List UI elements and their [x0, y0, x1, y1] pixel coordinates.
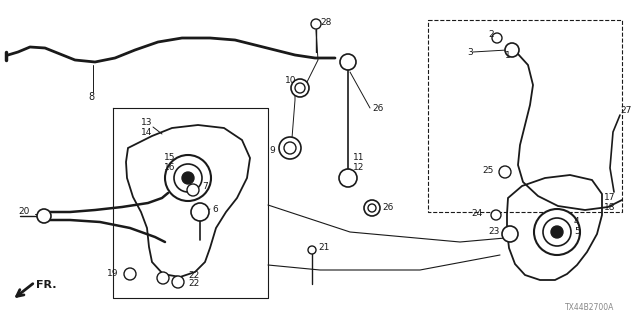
Circle shape	[534, 209, 580, 255]
Circle shape	[291, 79, 309, 97]
Text: 2: 2	[488, 29, 493, 38]
Circle shape	[368, 204, 376, 212]
Text: TX44B2700A: TX44B2700A	[565, 303, 614, 312]
Circle shape	[279, 137, 301, 159]
Text: 13: 13	[141, 117, 152, 126]
Text: 24: 24	[472, 210, 483, 219]
Circle shape	[551, 226, 563, 238]
Circle shape	[174, 164, 202, 192]
Circle shape	[340, 54, 356, 70]
Text: 10: 10	[285, 76, 296, 84]
Circle shape	[543, 218, 571, 246]
Text: 12: 12	[353, 163, 364, 172]
Circle shape	[339, 169, 357, 187]
Text: 19: 19	[106, 269, 118, 278]
Text: 1: 1	[505, 51, 511, 60]
Text: 4: 4	[574, 218, 580, 227]
Text: 15: 15	[164, 153, 175, 162]
Text: 22: 22	[188, 279, 199, 289]
Text: 21: 21	[318, 244, 330, 252]
Circle shape	[505, 43, 519, 57]
Text: FR.: FR.	[36, 280, 56, 290]
Circle shape	[311, 19, 321, 29]
Text: 9: 9	[269, 146, 275, 155]
Circle shape	[172, 276, 184, 288]
Circle shape	[191, 203, 209, 221]
Circle shape	[187, 184, 199, 196]
Text: 26: 26	[382, 204, 394, 212]
Text: 22: 22	[188, 271, 199, 281]
Circle shape	[308, 246, 316, 254]
Text: 17: 17	[604, 193, 616, 202]
Text: 25: 25	[483, 165, 494, 174]
Text: 3: 3	[467, 47, 473, 57]
Text: 7: 7	[202, 181, 208, 190]
Circle shape	[182, 172, 194, 184]
Circle shape	[295, 83, 305, 93]
Circle shape	[499, 166, 511, 178]
Text: 26: 26	[372, 103, 383, 113]
Text: 16: 16	[164, 163, 175, 172]
Text: 28: 28	[320, 18, 332, 27]
Text: 23: 23	[488, 228, 500, 236]
Text: 5: 5	[574, 228, 580, 236]
Circle shape	[492, 33, 502, 43]
Circle shape	[491, 210, 501, 220]
Text: 6: 6	[212, 204, 218, 213]
Text: 18: 18	[604, 203, 616, 212]
Circle shape	[284, 142, 296, 154]
Circle shape	[364, 200, 380, 216]
Circle shape	[124, 268, 136, 280]
Circle shape	[37, 209, 51, 223]
Text: 27: 27	[620, 106, 632, 115]
Text: 8: 8	[88, 92, 94, 102]
Text: 11: 11	[353, 153, 365, 162]
Circle shape	[165, 155, 211, 201]
Circle shape	[157, 272, 169, 284]
Text: 14: 14	[141, 127, 152, 137]
Text: 20: 20	[19, 207, 30, 217]
Circle shape	[502, 226, 518, 242]
